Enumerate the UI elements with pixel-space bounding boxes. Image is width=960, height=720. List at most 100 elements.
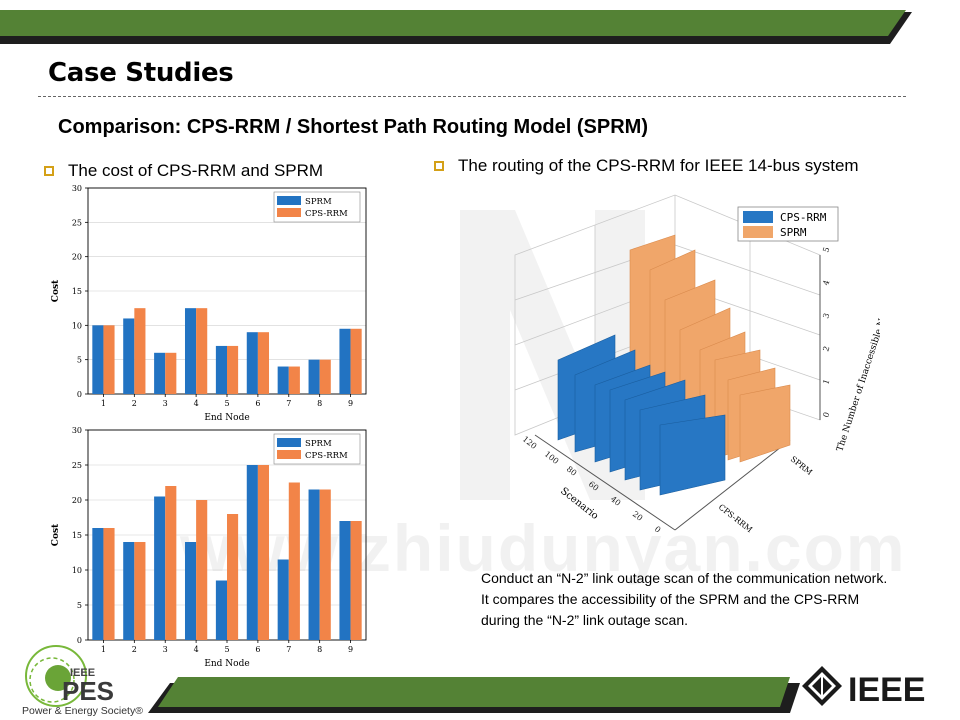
bar-sprm xyxy=(277,366,289,394)
bar-sprm xyxy=(339,328,351,394)
legend-label: CPS-RRM xyxy=(305,451,348,461)
bar-sprm xyxy=(215,580,227,640)
bar-sprm xyxy=(246,465,258,640)
y-tick-label: 10 xyxy=(72,566,82,575)
bar-cps-rrm xyxy=(196,500,208,640)
x-tick-label: 8 xyxy=(317,645,322,654)
legend-swatch-cps-rrm xyxy=(743,211,773,223)
bottom-green-band xyxy=(148,677,800,713)
bar-cps-rrm xyxy=(227,514,239,640)
3d-z-tick: 0 xyxy=(821,411,831,419)
3d-z-tick: 1 xyxy=(821,378,831,386)
x-tick-label: 7 xyxy=(286,645,291,654)
bar-cps-rrm xyxy=(319,489,331,640)
bullet-routing: The routing of the CPS-RRM for IEEE 14-b… xyxy=(434,156,859,176)
3d-x-tick: 60 xyxy=(587,479,601,492)
legend-label: CPS-RRM xyxy=(305,209,348,219)
x-tick-label: 9 xyxy=(348,645,353,654)
bullet-routing-text: The routing of the CPS-RRM for IEEE 14-b… xyxy=(458,156,859,175)
3d-x-tick: 20 xyxy=(631,509,645,522)
ieee-logo: IEEE xyxy=(802,666,925,709)
bar-cps-rrm xyxy=(350,328,362,394)
cost-chart-top: 0 5 10 15 20 25 30 1 2 3 4 5 6 7 8 9 End Node Cost SPRM CPS… xyxy=(51,184,367,423)
cps-rrm-surface xyxy=(557,334,726,496)
bar-cps-rrm xyxy=(134,308,146,394)
x-tick-label: 2 xyxy=(132,399,137,408)
y-tick-label: 25 xyxy=(72,461,82,470)
bar-cps-rrm xyxy=(103,528,115,640)
watermark-text: www.zhiudunyan.com xyxy=(180,511,907,585)
3d-x-tick: 0 xyxy=(653,524,663,534)
x-tick-label: 1 xyxy=(101,645,106,654)
3d-z-tick: 2 xyxy=(821,345,831,353)
bar-cps-rrm xyxy=(227,345,239,394)
bar-cps-rrm xyxy=(288,482,300,640)
bar-sprm xyxy=(123,542,135,640)
y-tick-label: 15 xyxy=(72,531,82,540)
bar-sprm xyxy=(308,489,320,640)
case-note: Conduct an “N-2” link outage scan of the… xyxy=(481,568,951,631)
x-tick-label: 8 xyxy=(317,399,322,408)
y-tick-label: 20 xyxy=(72,253,82,262)
x-axis-label: End Node xyxy=(204,413,249,423)
3d-z-tick: 5 xyxy=(821,246,831,254)
bar-cps-rrm xyxy=(134,542,146,640)
x-tick-label: 4 xyxy=(194,645,199,654)
y-tick-label: 10 xyxy=(72,321,82,330)
note-line: during the “N-2” link outage scan. xyxy=(481,612,688,628)
y-axis-label: Cost xyxy=(51,523,61,546)
y-tick-label: 30 xyxy=(72,426,82,435)
bar-sprm xyxy=(92,528,104,640)
pes-logo-caption: Power & Energy Society® xyxy=(22,705,143,717)
legend-3d: CPS-RRM SPRM xyxy=(737,206,839,242)
bar-cps-rrm xyxy=(319,359,331,394)
3d-z-tick: 4 xyxy=(821,279,831,287)
y-tick-label: 30 xyxy=(72,184,82,193)
bar-sprm xyxy=(123,318,135,394)
y-axis-label: Cost xyxy=(51,279,61,302)
y-tick-label: 5 xyxy=(77,356,82,365)
bar-sprm xyxy=(277,559,289,640)
ieee-pes-logo: IEEE PES Power & Energy Society® xyxy=(22,645,143,717)
3d-category-sprm: SPRM xyxy=(789,454,814,477)
bar-cps-rrm xyxy=(257,465,270,640)
x-tick-label: 5 xyxy=(224,399,229,408)
note-line: Conduct an “N-2” link outage scan of the… xyxy=(481,570,888,586)
3d-x-tick: 120 xyxy=(521,434,539,451)
x-tick-label: 1 xyxy=(101,399,106,408)
legend-label-sprm: SPRM xyxy=(780,226,807,239)
x-tick-label: 5 xyxy=(224,645,229,654)
3d-x-tick: 100 xyxy=(543,449,561,466)
cost-chart-bottom: 0 5 10 15 20 25 30 1 2 3 4 5 6 7 8 9 End Node Cost SPRM CPS… xyxy=(51,426,367,669)
legend-label: SPRM xyxy=(305,439,332,449)
3d-x-tick: 40 xyxy=(609,494,623,507)
x-tick-label: 3 xyxy=(163,399,168,408)
bar-cps-rrm xyxy=(257,332,270,394)
bar-cps-rrm xyxy=(288,366,300,394)
bullet-cost: The cost of CPS-RRM and SPRM xyxy=(44,161,323,181)
chart-legend: SPRM CPS-RRM xyxy=(273,433,361,465)
3d-zlabel: The Number of Inaccessible Nodes xyxy=(835,297,880,453)
title-divider xyxy=(38,96,906,97)
checkbox-bullet-icon xyxy=(434,161,444,171)
y-tick-label: 25 xyxy=(72,218,82,227)
legend-swatch xyxy=(277,208,301,217)
top-green-band xyxy=(0,10,912,44)
x-tick-label: 7 xyxy=(286,399,291,408)
pes-logo-main: PES xyxy=(62,676,114,706)
x-axis-label: End Node xyxy=(204,659,249,669)
bar-sprm xyxy=(215,345,227,394)
slide-subtitle: Comparison: CPS-RRM / Shortest Path Rout… xyxy=(58,116,648,138)
legend-swatch-sprm xyxy=(743,226,773,238)
ieee-logo-word: IEEE xyxy=(848,671,925,709)
bar-sprm xyxy=(246,332,258,394)
bar-cps-rrm xyxy=(165,486,177,640)
y-tick-label: 15 xyxy=(72,287,82,296)
bar-sprm xyxy=(184,308,197,394)
legend-swatch xyxy=(277,196,301,205)
x-tick-label: 9 xyxy=(348,399,353,408)
page-title: Case Studies xyxy=(48,58,234,88)
checkbox-bullet-icon xyxy=(44,166,54,176)
sprm-slab xyxy=(739,384,791,463)
